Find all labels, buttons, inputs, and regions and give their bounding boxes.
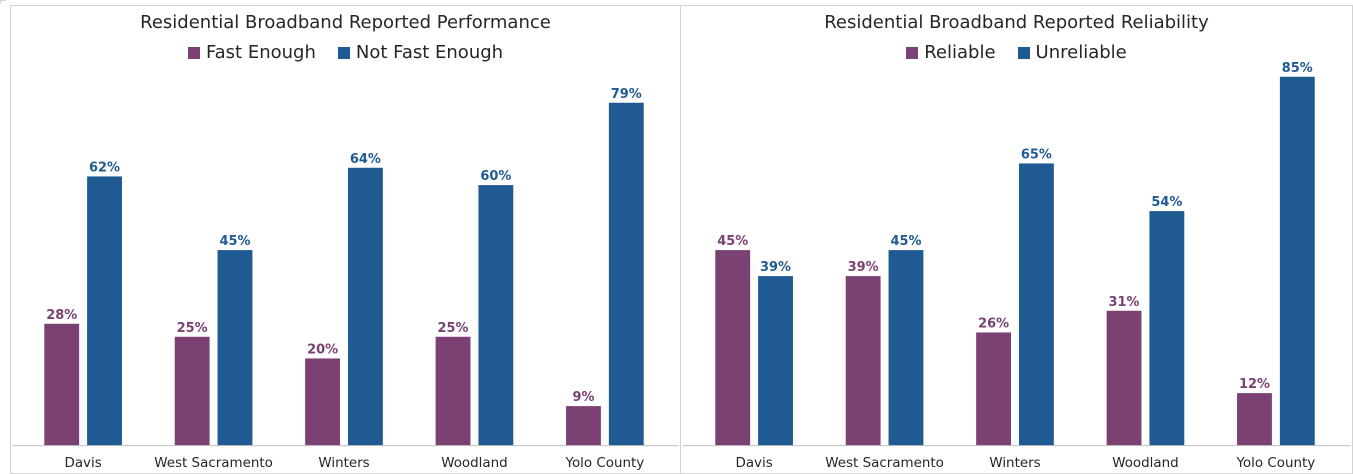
bar	[174, 336, 210, 446]
bar	[305, 358, 341, 446]
data-label: 45%	[890, 234, 921, 249]
data-label: 31%	[1109, 295, 1140, 310]
legend-item-unreliable: Unreliable	[1017, 42, 1127, 63]
bar	[478, 185, 514, 446]
bar	[566, 406, 601, 446]
category-tick-label: West Sacramento	[154, 456, 273, 471]
category-tick-label: Winters	[318, 456, 369, 471]
bar	[758, 276, 793, 446]
data-label: 45%	[717, 234, 748, 249]
bar	[1018, 163, 1054, 446]
data-label: 62%	[89, 160, 120, 175]
legend-label: Not Fast Enough	[355, 42, 504, 63]
data-label: 79%	[611, 87, 642, 102]
data-label: 64%	[350, 152, 381, 167]
data-label: 39%	[848, 260, 879, 275]
chart-title: Residential Broadband Reported Performan…	[140, 12, 551, 33]
bar	[845, 276, 881, 446]
legend-item-not-fast-enough: Not Fast Enough	[337, 42, 504, 63]
bar	[87, 176, 122, 446]
category-tick-label: West Sacramento	[825, 456, 944, 471]
category-tick-label: Davis	[735, 456, 772, 471]
bar	[888, 250, 924, 446]
plot-area: 28% 62% Davis 25% 45% West Sacramento 20% 64% Wi…	[12, 87, 679, 471]
data-label: 28%	[46, 308, 77, 323]
data-label: 85%	[1282, 61, 1313, 76]
legend-swatch	[337, 46, 350, 59]
bar	[1106, 310, 1142, 446]
data-label: 25%	[177, 321, 208, 336]
bar	[976, 332, 1012, 446]
data-label: 26%	[978, 316, 1009, 331]
frame-corner	[0, 0, 6, 4]
data-label: 25%	[438, 321, 469, 336]
legend-swatch	[187, 46, 200, 59]
bar	[217, 250, 253, 446]
data-label: 60%	[480, 169, 511, 184]
data-label: 20%	[307, 342, 338, 357]
plot-area: 45% 39% Davis 39% 45% West Sacramento 26% 65% Wi…	[682, 61, 1351, 471]
chart-title: Residential Broadband Reported Reliabili…	[824, 12, 1209, 33]
category-tick-label: Winters	[989, 456, 1040, 471]
legend-item-reliable: Reliable	[906, 42, 996, 63]
category-tick-label: Woodland	[1112, 456, 1179, 471]
legend: Reliable Unreliable	[681, 42, 1352, 63]
data-label: 54%	[1151, 195, 1182, 210]
bar	[1237, 393, 1272, 446]
legend-item-fast-enough: Fast Enough	[187, 42, 316, 63]
legend-label: Unreliable	[1035, 42, 1127, 63]
category-tick-label: Davis	[64, 456, 101, 471]
legend: Fast Enough Not Fast Enough	[11, 42, 680, 63]
data-label: 45%	[219, 234, 250, 249]
category-tick-label: Yolo County	[565, 456, 645, 471]
data-label: 65%	[1021, 147, 1052, 162]
legend-swatch	[1017, 46, 1030, 59]
legend-swatch	[906, 46, 919, 59]
bar	[435, 336, 471, 446]
data-label: 39%	[760, 260, 791, 275]
bar	[1149, 211, 1185, 446]
bar	[715, 250, 751, 446]
performance-chart: Residential Broadband Reported Performan…	[10, 5, 681, 474]
reliability-chart: Residential Broadband Reported Reliabili…	[681, 5, 1353, 474]
data-label: 12%	[1239, 377, 1270, 392]
legend-label: Fast Enough	[205, 42, 316, 63]
category-tick-label: Yolo County	[1236, 456, 1316, 471]
bar	[347, 167, 383, 446]
data-label: 9%	[572, 390, 594, 405]
bar	[44, 323, 80, 446]
category-tick-label: Woodland	[441, 456, 508, 471]
bar	[608, 102, 644, 446]
bar	[1279, 76, 1315, 446]
legend-label: Reliable	[924, 42, 996, 63]
